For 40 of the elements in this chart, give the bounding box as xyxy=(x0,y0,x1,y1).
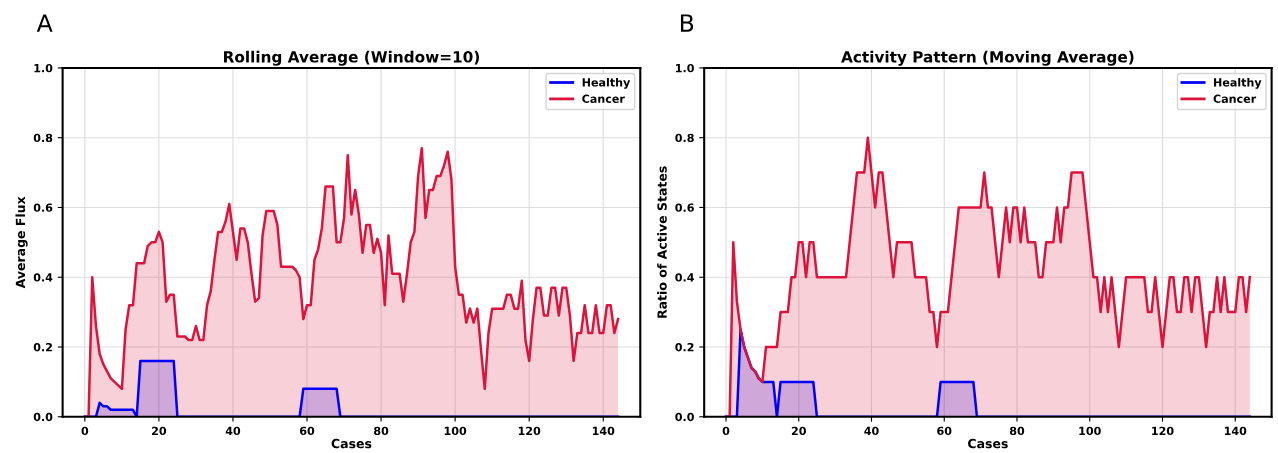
y-axis-title: Average Flux xyxy=(15,196,28,289)
y-tick-label: 0.8 xyxy=(675,133,694,143)
x-tick-label: 0 xyxy=(722,426,730,436)
x-tick-label: 80 xyxy=(1009,426,1025,436)
x-tick-label: 0 xyxy=(81,426,89,436)
x-tick-label: 140 xyxy=(592,426,615,436)
x-tick-label: 100 xyxy=(444,426,467,436)
y-tick-label: 0.8 xyxy=(33,133,53,143)
x-tick-label: 120 xyxy=(518,426,541,436)
chart-title: Rolling Average (Window=10) xyxy=(224,50,479,66)
y-tick-label: 0.0 xyxy=(33,412,53,422)
x-tick-label: 40 xyxy=(864,426,879,436)
x-tick-label: 100 xyxy=(1079,426,1101,436)
legend-label: Cancer xyxy=(582,94,625,103)
y-tick-label: 0.6 xyxy=(675,203,694,212)
chart-title: Activity Pattern (Moving Average) xyxy=(841,50,1134,66)
x-tick-label: 40 xyxy=(225,426,241,436)
legend-label: Healthy xyxy=(582,77,631,89)
legend-label: Cancer xyxy=(1213,94,1257,103)
x-tick-label: 20 xyxy=(791,426,806,436)
x-tick-label: 60 xyxy=(937,426,952,436)
x-tick-label: 60 xyxy=(299,426,315,436)
x-tick-label: 80 xyxy=(374,426,389,436)
y-tick-label: 0.0 xyxy=(675,412,694,422)
y-tick-label: 0.2 xyxy=(675,342,694,352)
text: B xyxy=(680,14,694,32)
y-tick-label: 0.4 xyxy=(33,273,53,282)
y-tick-label: 1.0 xyxy=(34,63,53,73)
x-tick-label: 120 xyxy=(1152,426,1174,436)
text: A xyxy=(36,14,53,32)
y-tick-label: 0.6 xyxy=(33,203,53,212)
x-tick-label: 20 xyxy=(152,426,167,436)
y-tick-label: 0.4 xyxy=(675,273,694,282)
x-axis-title: Cases xyxy=(968,438,1008,449)
y-tick-label: 0.2 xyxy=(33,342,52,352)
y-tick-label: 1.0 xyxy=(676,63,694,73)
legend-label: Healthy xyxy=(1214,77,1262,89)
x-axis-title: Cases xyxy=(331,438,372,449)
x-tick-label: 140 xyxy=(1224,426,1247,436)
y-axis-title: Ratio of Active States xyxy=(657,166,667,318)
